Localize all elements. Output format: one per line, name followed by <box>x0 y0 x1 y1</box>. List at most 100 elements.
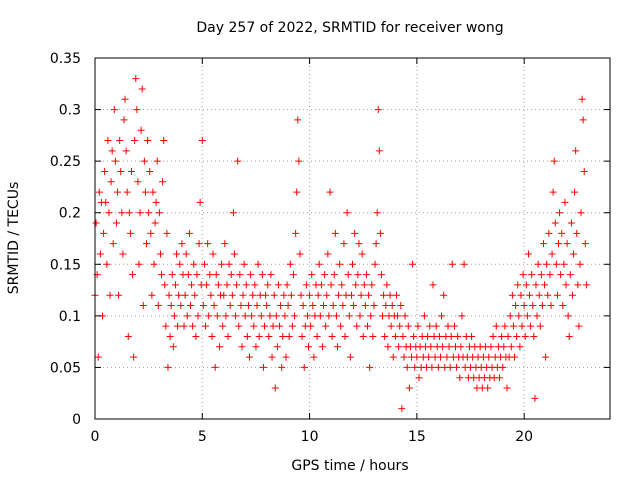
data-point <box>322 322 330 330</box>
data-point <box>302 281 310 289</box>
data-point <box>198 137 206 145</box>
data-point <box>542 353 550 361</box>
data-point <box>339 302 347 310</box>
data-point <box>152 198 160 206</box>
data-point <box>392 291 400 299</box>
data-point <box>292 229 300 237</box>
data-point <box>309 302 317 310</box>
data-point <box>555 240 562 248</box>
data-point <box>556 209 564 217</box>
data-point <box>579 116 587 124</box>
data-point <box>373 209 381 217</box>
data-point <box>411 363 419 371</box>
data-point <box>135 260 143 268</box>
data-point <box>367 312 375 320</box>
data-points <box>91 75 590 413</box>
data-point <box>158 271 166 279</box>
data-point <box>432 322 440 330</box>
data-point <box>576 260 584 268</box>
data-point <box>439 343 447 351</box>
data-point <box>578 95 586 103</box>
data-point <box>371 260 379 268</box>
data-point <box>436 353 444 361</box>
data-point <box>235 322 243 330</box>
data-point <box>328 332 336 340</box>
data-point <box>253 302 261 310</box>
data-point <box>103 260 111 268</box>
data-point <box>529 302 537 310</box>
data-point <box>274 281 282 289</box>
data-point <box>537 271 545 279</box>
data-point <box>324 250 332 258</box>
data-point <box>426 322 434 330</box>
data-point <box>547 302 555 310</box>
data-point <box>326 188 334 196</box>
data-point <box>237 302 245 310</box>
data-point <box>232 312 240 320</box>
data-point <box>527 322 535 330</box>
data-point <box>413 353 421 361</box>
data-point <box>317 281 325 289</box>
data-point <box>155 209 163 217</box>
data-point <box>372 240 380 248</box>
data-point <box>567 219 575 227</box>
data-point <box>410 332 418 340</box>
data-point <box>212 271 220 279</box>
data-point <box>243 332 251 340</box>
data-point <box>303 312 311 320</box>
data-point <box>186 302 194 310</box>
data-point <box>425 353 433 361</box>
data-point <box>383 281 391 289</box>
chart-title: Day 257 of 2022, SRMTID for receiver won… <box>196 20 503 36</box>
data-point <box>188 281 196 289</box>
data-point <box>268 353 276 361</box>
data-point <box>331 229 339 237</box>
data-point <box>400 353 408 361</box>
data-point <box>117 167 125 175</box>
data-point <box>234 157 242 165</box>
data-point <box>325 312 333 320</box>
data-point <box>526 291 534 299</box>
data-point <box>185 229 193 237</box>
data-point <box>534 260 542 268</box>
data-point <box>509 322 517 330</box>
data-point <box>225 260 233 268</box>
data-point <box>514 281 522 289</box>
data-point <box>214 281 222 289</box>
data-point <box>495 374 503 382</box>
data-point <box>454 332 462 340</box>
data-point <box>104 137 112 145</box>
data-point <box>250 322 258 330</box>
data-point <box>173 250 181 258</box>
data-point <box>119 250 127 258</box>
data-point <box>207 291 215 299</box>
y-tick-label: 0.35 <box>50 51 81 67</box>
data-point <box>291 312 299 320</box>
data-point <box>191 291 199 299</box>
data-point <box>100 229 108 237</box>
data-point <box>511 353 519 361</box>
data-point <box>183 312 191 320</box>
data-point <box>130 353 138 361</box>
data-point <box>102 198 110 206</box>
data-point <box>145 209 153 217</box>
data-point <box>512 302 520 310</box>
data-point <box>548 250 556 258</box>
data-point <box>343 209 351 217</box>
data-point <box>242 281 250 289</box>
data-point <box>460 260 468 268</box>
data-point <box>335 291 343 299</box>
data-point <box>122 147 130 155</box>
data-point <box>196 198 204 206</box>
data-point <box>420 312 428 320</box>
data-point <box>398 405 406 413</box>
data-point <box>149 188 157 196</box>
data-point <box>361 302 369 310</box>
tick-labels: 0 5 10 15 20 0 0.05 0.1 0.15 0.2 0.25 0.3 0.35 <box>50 51 533 445</box>
data-point <box>329 302 337 310</box>
data-point <box>320 302 328 310</box>
data-point <box>220 291 228 299</box>
data-point <box>508 291 516 299</box>
data-point <box>139 302 147 310</box>
